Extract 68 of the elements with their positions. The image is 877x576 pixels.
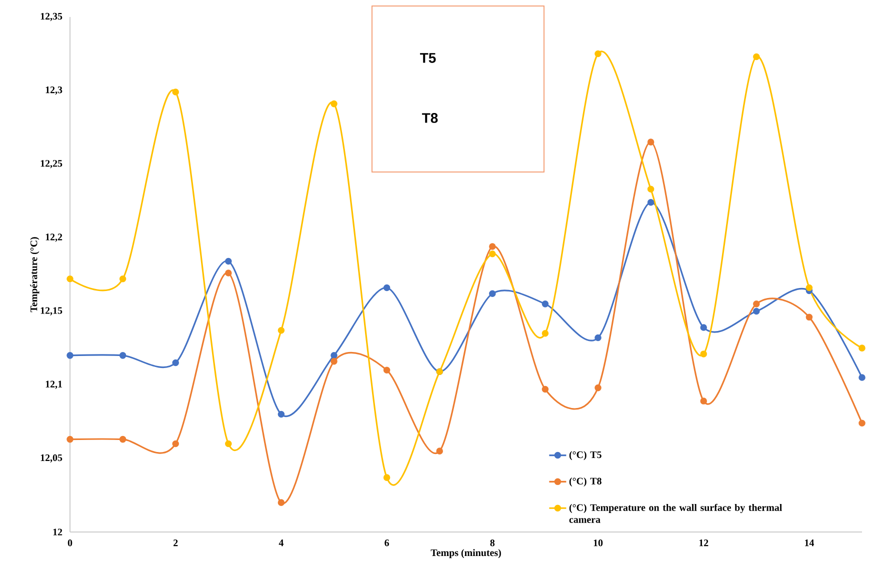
point [489,250,496,258]
point [858,374,866,381]
point [858,420,866,427]
point [806,284,813,292]
point [753,300,760,308]
point [278,499,285,506]
x-axis-title: Temps (minutes) [430,549,501,558]
point [383,474,390,481]
y-tick-label: 12,1 [46,380,62,389]
point [858,344,866,352]
y-tick-label: 12 [53,528,62,536]
y-tick-label: 12,25 [40,160,62,168]
point [594,50,602,58]
point [330,358,338,365]
x-tick-label: 6 [384,540,389,546]
point [700,398,707,404]
y-axis-title: Température (°C) [30,237,40,312]
point [225,440,232,448]
x-tick-label: 0 [68,540,72,546]
x-tick-label: 12 [699,540,708,546]
annotation: T8 [422,113,438,123]
x-tick-label: 2 [174,540,178,546]
y-tick-label: 12,35 [40,12,62,22]
point [172,88,179,96]
y-tick-label: 12,05 [40,454,62,463]
annotation: T5 [420,53,436,63]
point [806,314,813,321]
point [119,276,126,282]
point [278,327,285,334]
point [647,199,654,206]
point [753,53,760,60]
point [119,436,126,443]
point [489,290,496,298]
point [225,258,232,265]
point [700,350,707,358]
point [278,410,285,418]
point [647,138,654,146]
point [172,359,179,366]
point [119,352,126,359]
legend-label: (°C) T8 [569,477,602,487]
point [647,186,654,193]
point [66,276,74,282]
point [753,308,760,315]
point [594,384,602,392]
x-tick-label: 14 [805,540,814,546]
point [489,243,496,250]
y-tick-label: 12,3 [46,86,62,95]
point [330,352,338,359]
x-tick-label: 8 [490,540,495,546]
point [542,386,549,393]
point [542,330,549,337]
y-tick-label: 12,2 [46,234,62,242]
y-tick-label: 12,15 [40,307,62,316]
legend-label: (°C) Temperature on the wall surface by thermal camera [569,504,782,523]
x-tick-label: 10 [594,540,603,546]
point [66,352,74,359]
point [542,300,549,308]
point [594,334,602,342]
point [172,440,179,448]
point [383,284,390,292]
point [383,366,390,374]
point [436,448,443,454]
point [330,100,338,108]
point [225,270,232,276]
x-tick-label: 4 [278,540,284,546]
point [700,324,707,331]
legend-label: (°C) T5 [569,451,602,460]
point [66,436,74,443]
